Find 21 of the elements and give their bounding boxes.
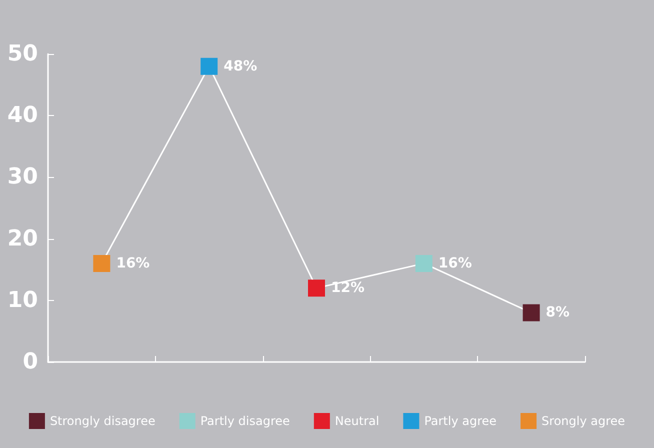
legend-label: Strongly disagree: [50, 414, 156, 428]
data-label: 48%: [224, 58, 258, 74]
data-label: 16%: [116, 255, 150, 272]
y-tick-label: 0: [22, 350, 38, 374]
data-label: 16%: [438, 255, 472, 272]
y-tick-label: 50: [7, 42, 38, 66]
point: [415, 254, 432, 272]
point: [93, 254, 110, 272]
point: [522, 304, 540, 322]
point: [200, 58, 218, 75]
legend-label: Partly agree: [424, 414, 497, 428]
y-tick-label: 20: [7, 226, 38, 252]
y-tick-label: 40: [7, 103, 38, 128]
legend-label: Neutral: [334, 414, 380, 428]
legend-label: Srongly agree: [542, 414, 626, 428]
data-label: 8%: [546, 304, 570, 321]
legend-label: Partly disagree: [200, 414, 290, 428]
y-tick-label: 30: [7, 164, 38, 190]
point: [308, 280, 325, 297]
data-label: 12%: [331, 280, 365, 296]
y-tick-label: 10: [7, 288, 38, 313]
